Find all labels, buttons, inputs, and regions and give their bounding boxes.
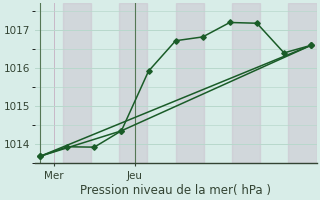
Bar: [176, 3, 204, 163]
Bar: [232, 3, 260, 163]
Bar: [119, 3, 148, 163]
X-axis label: Pression niveau de la mer( hPa ): Pression niveau de la mer( hPa ): [80, 184, 271, 197]
Bar: [288, 3, 316, 163]
Bar: [63, 3, 91, 163]
